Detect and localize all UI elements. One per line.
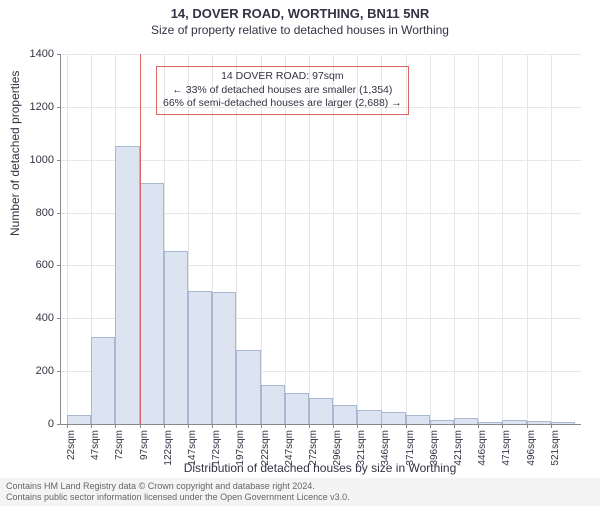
bar (285, 393, 309, 424)
chart-area: 14 DOVER ROAD: 97sqm← 33% of detached ho… (60, 54, 580, 424)
x-tick-mark (502, 424, 503, 428)
x-tick-label: 496sqm (526, 430, 537, 470)
x-tick-mark (309, 424, 310, 428)
bar (261, 385, 285, 424)
plot-area: 14 DOVER ROAD: 97sqm← 33% of detached ho… (60, 54, 581, 425)
chart-title: 14, DOVER ROAD, WORTHING, BN11 5NR (0, 6, 600, 21)
x-tick-label: 97sqm (139, 430, 150, 470)
x-tick-mark (333, 424, 334, 428)
y-tick-mark (57, 160, 61, 161)
gridline-v (478, 54, 479, 424)
x-tick-mark (140, 424, 141, 428)
x-tick-mark (551, 424, 552, 428)
x-tick-mark (454, 424, 455, 428)
gridline-v (551, 54, 552, 424)
x-tick-mark (67, 424, 68, 428)
y-tick-mark (57, 107, 61, 108)
y-tick-label: 0 (14, 418, 54, 430)
marker-line (140, 54, 141, 424)
y-tick-mark (57, 54, 61, 55)
annotation-line: 66% of semi-detached houses are larger (… (163, 97, 402, 111)
x-tick-mark (236, 424, 237, 428)
x-tick-mark (115, 424, 116, 428)
x-tick-label: 346sqm (380, 430, 391, 470)
annotation-line: 14 DOVER ROAD: 97sqm (163, 70, 402, 84)
x-tick-mark (430, 424, 431, 428)
y-tick-label: 1200 (14, 101, 54, 113)
bar (430, 420, 454, 424)
x-tick-label: 446sqm (477, 430, 488, 470)
bar (454, 418, 478, 424)
y-tick-mark (57, 424, 61, 425)
x-tick-label: 296sqm (332, 430, 343, 470)
x-tick-label: 471sqm (501, 430, 512, 470)
bar (67, 415, 91, 424)
bar (527, 421, 551, 424)
y-tick-label: 400 (14, 312, 54, 324)
bar (333, 405, 357, 425)
bar (140, 183, 164, 425)
y-tick-label: 200 (14, 365, 54, 377)
x-tick-label: 421sqm (453, 430, 464, 470)
bar (309, 398, 333, 424)
bar (236, 350, 260, 424)
x-tick-mark (164, 424, 165, 428)
bar (406, 415, 430, 424)
gridline-v (502, 54, 503, 424)
x-tick-label: 197sqm (235, 430, 246, 470)
y-tick-label: 1000 (14, 154, 54, 166)
x-tick-mark (188, 424, 189, 428)
x-tick-label: 72sqm (114, 430, 125, 470)
annotation-line: ← 33% of detached houses are smaller (1,… (163, 84, 402, 98)
x-tick-label: 272sqm (308, 430, 319, 470)
x-tick-mark (406, 424, 407, 428)
bar (502, 420, 526, 424)
x-tick-label: 47sqm (90, 430, 101, 470)
bar (164, 251, 188, 424)
x-tick-label: 521sqm (550, 430, 561, 470)
x-tick-mark (285, 424, 286, 428)
chart-subtitle: Size of property relative to detached ho… (0, 23, 600, 37)
x-tick-mark (261, 424, 262, 428)
gridline-v (454, 54, 455, 424)
y-tick-mark (57, 265, 61, 266)
x-tick-mark (527, 424, 528, 428)
bar (91, 337, 115, 424)
x-tick-label: 172sqm (211, 430, 222, 470)
bar (478, 422, 502, 424)
footer: Contains HM Land Registry data © Crown c… (0, 478, 600, 506)
y-tick-label: 800 (14, 207, 54, 219)
y-tick-mark (57, 213, 61, 214)
x-tick-label: 321sqm (356, 430, 367, 470)
gridline-v (430, 54, 431, 424)
y-tick-mark (57, 318, 61, 319)
x-tick-label: 222sqm (260, 430, 271, 470)
x-tick-label: 247sqm (284, 430, 295, 470)
x-tick-label: 147sqm (187, 430, 198, 470)
x-tick-label: 122sqm (163, 430, 174, 470)
bar (188, 291, 212, 424)
bar (551, 422, 575, 424)
bar (381, 412, 405, 424)
bar (212, 292, 236, 424)
x-tick-label: 22sqm (66, 430, 77, 470)
gridline-v (527, 54, 528, 424)
bar (357, 410, 381, 424)
y-tick-label: 600 (14, 259, 54, 271)
annotation-box: 14 DOVER ROAD: 97sqm← 33% of detached ho… (156, 66, 409, 115)
footer-line-1: Contains HM Land Registry data © Crown c… (6, 481, 594, 492)
gridline-v (67, 54, 68, 424)
x-tick-mark (357, 424, 358, 428)
x-tick-mark (91, 424, 92, 428)
footer-line-2: Contains public sector information licen… (6, 492, 594, 503)
bar (115, 146, 139, 425)
x-tick-label: 396sqm (429, 430, 440, 470)
y-tick-label: 1400 (14, 48, 54, 60)
x-tick-label: 371sqm (405, 430, 416, 470)
y-tick-mark (57, 371, 61, 372)
x-tick-mark (478, 424, 479, 428)
x-tick-mark (381, 424, 382, 428)
x-tick-mark (212, 424, 213, 428)
